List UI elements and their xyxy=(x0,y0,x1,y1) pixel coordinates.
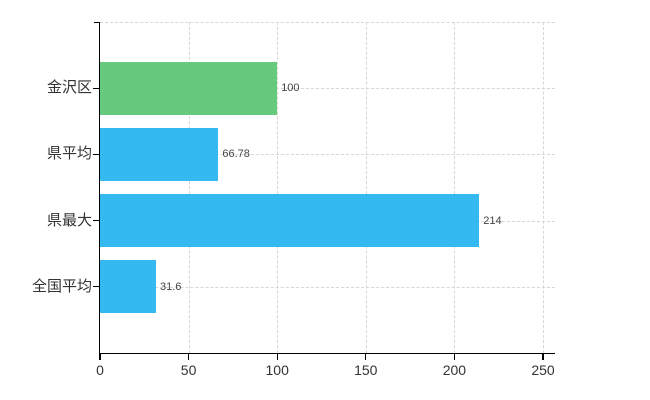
bar-2 xyxy=(100,127,219,181)
x-axis-tick xyxy=(453,354,455,360)
x-tick-label: 250 xyxy=(531,362,555,378)
x-axis-tick xyxy=(188,354,190,360)
bar-3 xyxy=(100,194,480,248)
x-axis-tick xyxy=(542,354,544,360)
x-tick-label: 50 xyxy=(180,362,197,378)
y-axis-tick xyxy=(94,21,100,23)
bar-value-label: 214 xyxy=(483,214,502,227)
category-label: 県最大 xyxy=(46,211,92,229)
horizontal-gridline xyxy=(100,286,555,288)
y-axis-tick xyxy=(93,153,100,156)
x-axis-tick xyxy=(276,354,278,360)
x-tick-label: 100 xyxy=(265,362,289,378)
x-tick-label: 200 xyxy=(442,362,467,378)
vertical-gridline xyxy=(277,22,279,353)
x-tick-label: 0 xyxy=(96,362,104,378)
x-axis-tick xyxy=(365,354,367,360)
vertical-gridline xyxy=(188,22,190,353)
horizontal-gridline xyxy=(100,154,555,156)
y-axis-tick xyxy=(93,87,100,89)
vertical-gridline xyxy=(365,22,367,353)
horizontal-gridline xyxy=(100,22,555,23)
vertical-gridline xyxy=(543,22,544,353)
bar-value-label: 100 xyxy=(281,82,300,95)
horizontal-gridline xyxy=(100,88,555,90)
bar-4 xyxy=(100,260,156,314)
x-axis-line xyxy=(98,353,555,355)
bar-1 xyxy=(100,61,278,115)
category-label: 金沢区 xyxy=(46,79,92,97)
bar-value-label: 31.6 xyxy=(159,280,182,293)
x-tick-label: 150 xyxy=(354,362,378,378)
x-axis-tick xyxy=(99,354,101,360)
y-axis-tick xyxy=(93,220,100,222)
category-label: 県平均 xyxy=(46,145,92,163)
y-axis-line xyxy=(98,22,100,354)
bar-value-label: 66.78 xyxy=(222,148,250,161)
y-axis-tick xyxy=(93,286,100,288)
vertical-gridline xyxy=(454,22,456,353)
category-label: 全国平均 xyxy=(31,277,92,295)
